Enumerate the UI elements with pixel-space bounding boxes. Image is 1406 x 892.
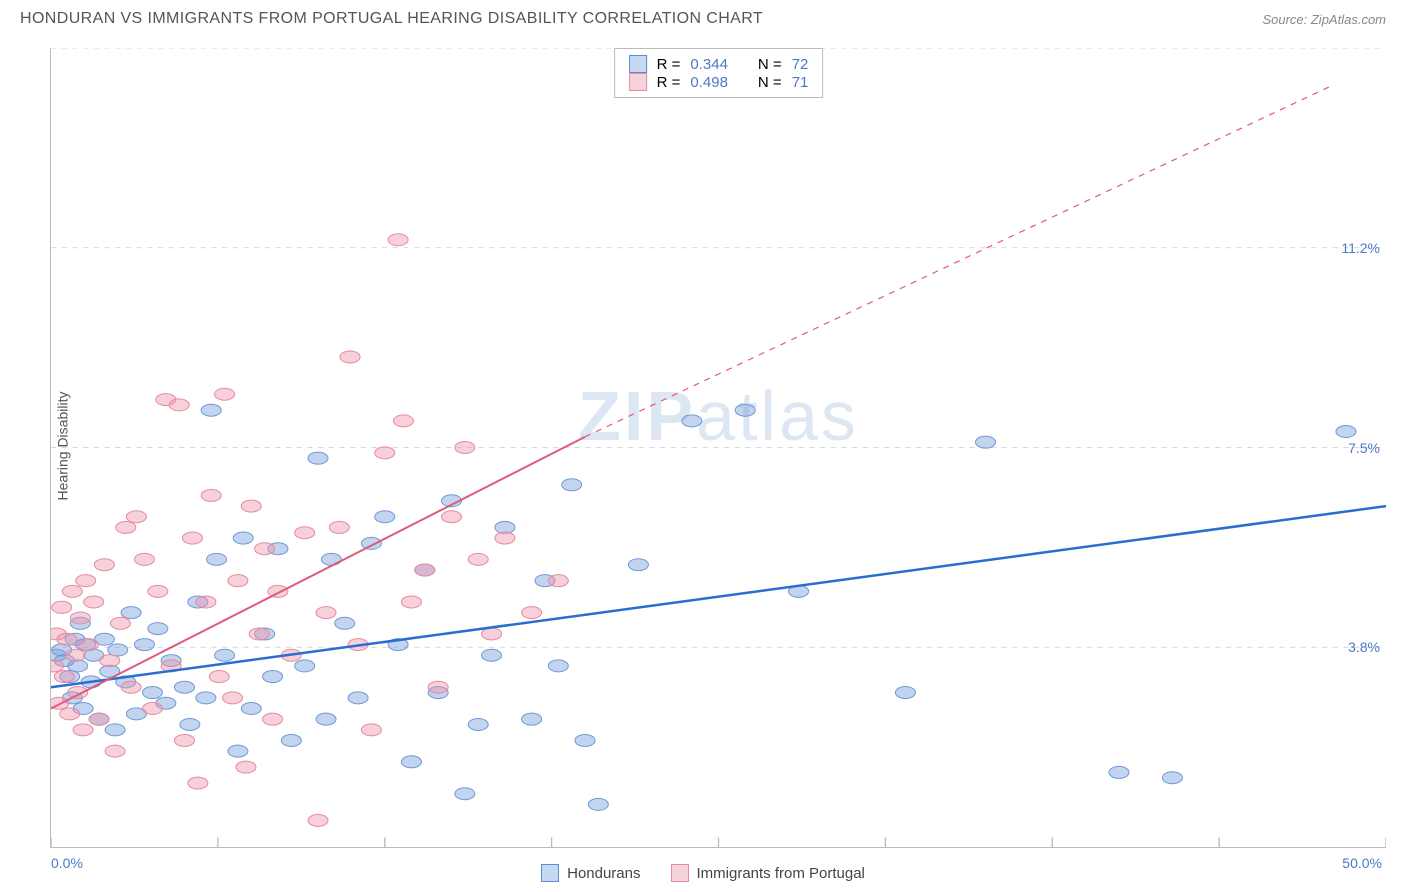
legend-label: Hondurans xyxy=(567,865,640,882)
n-value: 72 xyxy=(792,56,809,73)
legend-stat-row: R = 0.498 N = 71 xyxy=(629,73,809,91)
r-value: 0.498 xyxy=(690,74,728,91)
y-axis-label: Hearing Disability xyxy=(54,392,70,501)
chart-plot-area: ZIPatlas R = 0.344 N = 72 R = 0.498 N = … xyxy=(50,48,1386,848)
series-legend: Hondurans Immigrants from Portugal xyxy=(0,864,1406,882)
correlation-legend: R = 0.344 N = 72 R = 0.498 N = 71 xyxy=(614,48,824,98)
legend-item: Immigrants from Portugal xyxy=(671,864,865,882)
scatter-svg xyxy=(51,48,1386,847)
n-value: 71 xyxy=(792,74,809,91)
legend-label: Immigrants from Portugal xyxy=(697,865,865,882)
chart-title: HONDURAN VS IMMIGRANTS FROM PORTUGAL HEA… xyxy=(20,10,763,28)
r-label: R = xyxy=(657,74,681,91)
legend-swatch xyxy=(541,864,559,882)
n-label: N = xyxy=(758,56,782,73)
n-label: N = xyxy=(758,74,782,91)
legend-item: Hondurans xyxy=(541,864,640,882)
legend-swatch xyxy=(671,864,689,882)
y-tick-label: 7.5% xyxy=(1325,440,1380,456)
legend-swatch xyxy=(629,73,647,91)
r-value: 0.344 xyxy=(690,56,728,73)
source-label: Source: ZipAtlas.com xyxy=(1262,12,1386,27)
y-tick-label: 11.2% xyxy=(1325,240,1380,256)
legend-swatch xyxy=(629,55,647,73)
legend-stat-row: R = 0.344 N = 72 xyxy=(629,55,809,73)
r-label: R = xyxy=(657,56,681,73)
y-tick-label: 3.8% xyxy=(1325,639,1380,655)
